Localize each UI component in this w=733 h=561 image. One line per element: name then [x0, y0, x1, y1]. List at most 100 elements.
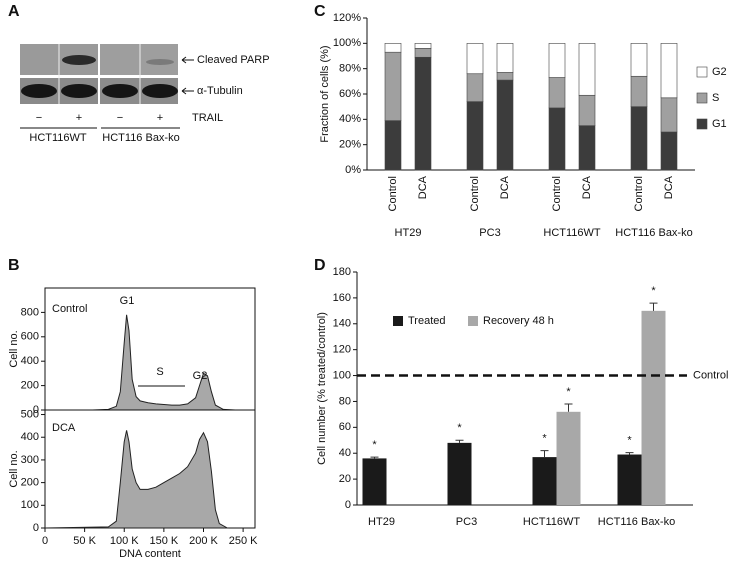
bar-segment [414, 48, 432, 58]
lane-sign: + [76, 112, 82, 124]
bar-segment [660, 43, 678, 99]
y-tick-label: 140 [333, 318, 351, 330]
x-tick-label: HT29 [368, 516, 395, 528]
band [146, 59, 174, 65]
error-bar [370, 456, 379, 459]
bar-segment [548, 77, 566, 109]
reference-label: Control [693, 369, 728, 381]
group-label: HCT116WT [543, 227, 601, 239]
x-tick-label: 200 K [189, 535, 218, 547]
annotation: G1 [120, 295, 135, 307]
annotation: DCA [52, 422, 76, 434]
x-axis-title: DNA content [119, 548, 181, 560]
bar-segment [660, 97, 678, 133]
annotation: S [156, 366, 163, 378]
cell-line-label: HCT116 Bax-ko [102, 132, 179, 144]
x-tick-label: DCA [499, 175, 511, 199]
legend-label: G2 [712, 66, 727, 78]
significance-marker: * [372, 439, 377, 451]
y-tick-label: 0 [33, 404, 39, 416]
panel-label: A [8, 3, 20, 20]
significance-marker: * [457, 422, 462, 434]
bar-segment [630, 75, 648, 107]
y-tick-label: 0 [345, 499, 351, 511]
legend-swatch [696, 92, 708, 104]
band-label: Cleaved PARP [197, 54, 270, 66]
bar [362, 458, 387, 505]
panel-label: C [314, 3, 326, 20]
x-tick-label: DCA [581, 175, 593, 199]
y-tick-label: 0% [345, 164, 361, 176]
bar-segment [466, 101, 484, 171]
panel-label: D [314, 257, 326, 274]
x-tick-label: 100 K [110, 535, 139, 547]
y-tick-label: 100 [21, 499, 39, 511]
bar-segment [496, 72, 514, 81]
y-tick-label: 400 [21, 355, 39, 367]
lane-sign: − [117, 112, 123, 124]
blot: Cleaved PARP α-Tubulin − + − + TRAIL HCT… [20, 44, 270, 144]
cell-line-label: HCT116WT [29, 132, 87, 144]
bar-segment [548, 43, 566, 78]
y-tick-label: 400 [21, 431, 39, 443]
significance-marker: * [566, 386, 571, 398]
lane-sign: + [157, 112, 163, 124]
band [142, 84, 178, 98]
legend-swatch [393, 316, 403, 326]
y-tick-label: 120% [333, 12, 361, 24]
error-bar [540, 450, 549, 458]
bar [556, 411, 581, 505]
legend-label: Treated [408, 315, 446, 327]
y-tick-label: 300 [21, 454, 39, 466]
bar-segment [496, 79, 514, 171]
panel-label: B [8, 257, 20, 274]
error-bar [625, 452, 634, 455]
band-label: α-Tubulin [197, 85, 243, 97]
bar-segment [660, 131, 678, 171]
legend-label: S [712, 92, 719, 104]
y-tick-label: 200 [21, 477, 39, 489]
x-tick-label: PC3 [456, 516, 477, 528]
x-tick-label: Control [469, 176, 481, 211]
y-tick-label: 80% [339, 63, 361, 75]
y-tick-label: 80 [339, 395, 351, 407]
histogram-area [45, 314, 236, 411]
error-bar [564, 403, 573, 412]
y-tick-label: 600 [21, 331, 39, 343]
group-label: HT29 [395, 227, 422, 239]
bar-segment [630, 106, 648, 171]
y-tick-label: 100% [333, 37, 361, 49]
x-tick-label: 150 K [149, 535, 178, 547]
band [61, 84, 97, 98]
x-tick-label: Control [387, 176, 399, 211]
y-tick-label: 800 [21, 306, 39, 318]
y-tick-label: 20 [339, 473, 351, 485]
bar [447, 442, 472, 505]
arrow [181, 56, 194, 64]
x-tick-label: Control [633, 176, 645, 211]
group-label: PC3 [479, 227, 500, 239]
y-tick-label: 500 [21, 408, 39, 420]
x-tick-label: DCA [663, 175, 675, 199]
bar [532, 457, 557, 505]
bar-segment [578, 43, 596, 96]
x-tick-label: HCT116 Bax-ko [598, 516, 675, 528]
y-tick-label: 200 [21, 380, 39, 392]
histogram-area [44, 430, 230, 529]
y-axis-title: Cell number (% treated/control) [316, 312, 328, 465]
band [62, 55, 96, 65]
y-tick-label: 180 [333, 266, 351, 278]
group-label: HCT116 Bax-ko [615, 227, 692, 239]
error-bar [649, 302, 658, 311]
y-tick-label: 40 [339, 447, 351, 459]
y-tick-label: 160 [333, 292, 351, 304]
y-tick-label: 100 [333, 369, 351, 381]
legend-swatch [468, 316, 478, 326]
bar-segment [384, 51, 402, 121]
bar-segment [414, 43, 432, 49]
bar-segment [466, 73, 484, 102]
significance-marker: * [542, 433, 547, 445]
bar-segment [384, 120, 402, 171]
x-tick-label: DCA [417, 175, 429, 199]
legend-swatch [696, 118, 708, 130]
